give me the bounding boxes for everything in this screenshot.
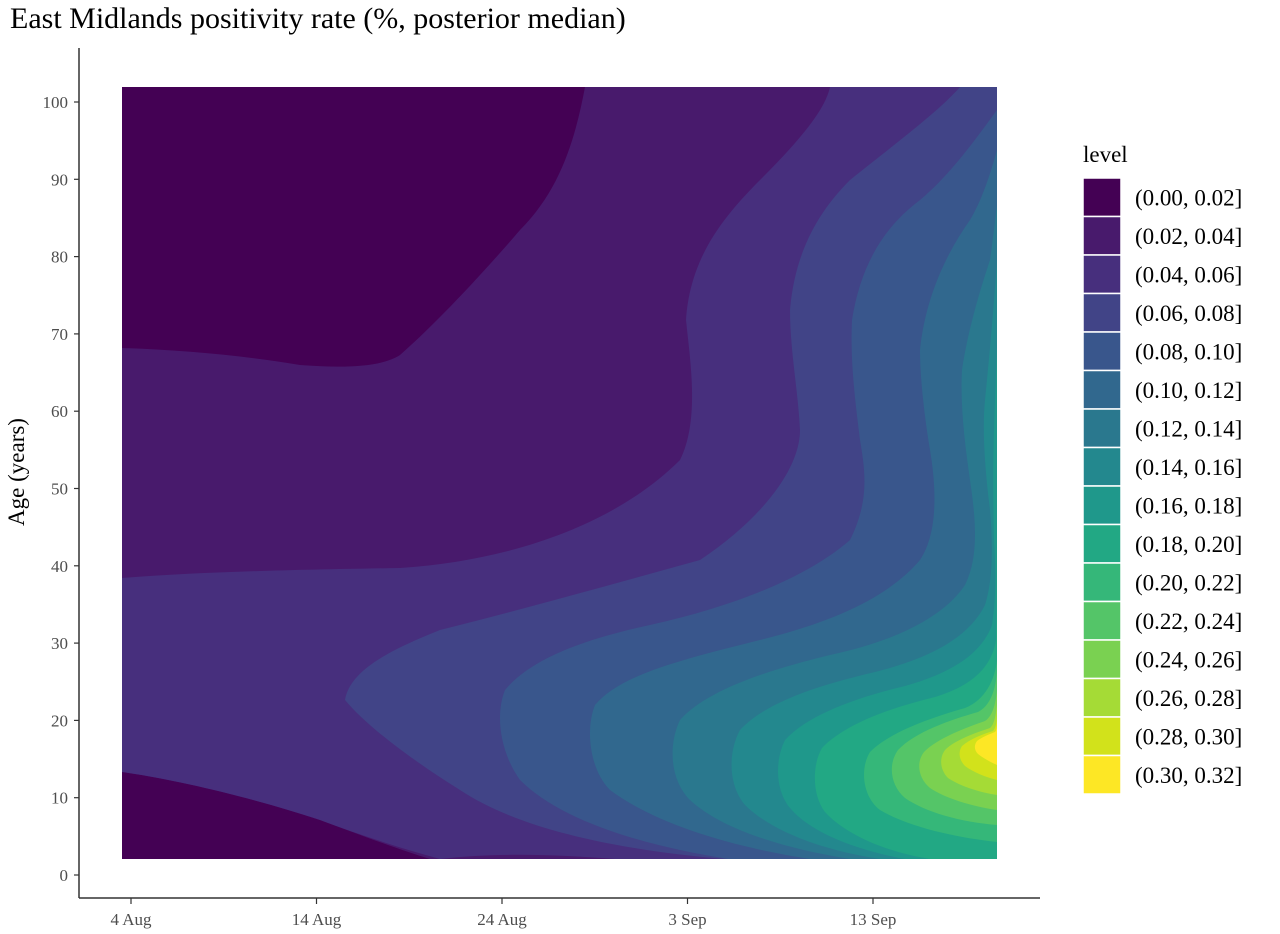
legend-key-swatch (1082, 292, 1122, 333)
x-tick-label: 13 Sep (850, 910, 897, 929)
legend-key-label: (0.02, 0.04] (1135, 224, 1242, 249)
x-tick-label: 24 Aug (477, 910, 527, 929)
x-tick-label: 3 Sep (668, 910, 706, 929)
y-tick-label: 50 (51, 480, 68, 499)
legend: level (0.00, 0.02] (0.02, 0.04] (0.04, 0.0… (1082, 142, 1242, 795)
contour-band-15 (974, 680, 997, 765)
y-tick-label: 60 (51, 402, 68, 421)
legend-key-swatch (1082, 523, 1122, 564)
legend-key-swatch (1082, 331, 1122, 372)
x-ticks: 4 Aug 14 Aug 24 Aug 3 Sep 13 Sep (110, 898, 896, 929)
y-tick-label: 0 (60, 866, 69, 885)
y-tick-label: 40 (51, 557, 68, 576)
x-tick-label: 14 Aug (292, 910, 342, 929)
y-tick-label: 20 (51, 711, 68, 730)
y-tick-label: 70 (51, 325, 68, 344)
contour-band-0-bottom (122, 772, 430, 859)
legend-key-swatch (1082, 408, 1122, 449)
legend-key-swatch (1082, 369, 1122, 410)
legend-key-swatch (1082, 446, 1122, 487)
y-axis-title: Age (years) (4, 418, 29, 526)
legend-key-swatch (1082, 485, 1122, 526)
legend-key-swatch (1082, 600, 1122, 641)
legend-key-label: (0.28, 0.30] (1135, 724, 1242, 749)
y-ticks: 0 10 20 30 40 50 60 70 80 90 100 (43, 93, 79, 885)
contour-band-0-top (122, 87, 585, 367)
legend-key-swatch (1082, 754, 1122, 795)
legend-key-label: (0.14, 0.16] (1135, 455, 1242, 480)
legend-key-label: (0.04, 0.06] (1135, 262, 1242, 287)
legend-key-swatch (1082, 254, 1122, 295)
legend-key-swatch (1082, 639, 1122, 680)
x-tick-label: 4 Aug (110, 910, 152, 929)
legend-key-label: (0.00, 0.02] (1135, 185, 1242, 210)
chart-title: East Midlands positivity rate (%, poster… (10, 2, 626, 35)
legend-key-swatch (1082, 677, 1122, 718)
legend-key-label: (0.06, 0.08] (1135, 301, 1242, 326)
legend-key-label: (0.16, 0.18] (1135, 493, 1242, 518)
axes (78, 48, 1040, 899)
plot-area (122, 87, 997, 859)
legend-key-label: (0.10, 0.12] (1135, 378, 1242, 403)
legend-key-label: (0.20, 0.22] (1135, 570, 1242, 595)
legend-key-swatch (1082, 562, 1122, 603)
legend-key-label: (0.30, 0.32] (1135, 763, 1242, 788)
legend-key-label: (0.22, 0.24] (1135, 609, 1242, 634)
legend-key-swatch (1082, 716, 1122, 757)
legend-key-label: (0.26, 0.28] (1135, 686, 1242, 711)
legend-key-label: (0.18, 0.20] (1135, 532, 1242, 557)
y-tick-label: 90 (51, 170, 68, 189)
y-tick-label: 80 (51, 248, 68, 267)
legend-key-label: (0.24, 0.26] (1135, 647, 1242, 672)
legend-key-label: (0.12, 0.14] (1135, 416, 1242, 441)
legend-key-swatch (1082, 215, 1122, 256)
y-tick-label: 30 (51, 634, 68, 653)
legend-title: level (1083, 142, 1128, 167)
legend-keys: (0.00, 0.02] (0.02, 0.04] (0.04, 0.06] (0.0… (1082, 177, 1242, 795)
y-tick-label: 10 (51, 789, 68, 808)
legend-key-label: (0.08, 0.10] (1135, 339, 1242, 364)
legend-key-swatch (1082, 177, 1122, 218)
y-tick-label: 100 (43, 93, 69, 112)
